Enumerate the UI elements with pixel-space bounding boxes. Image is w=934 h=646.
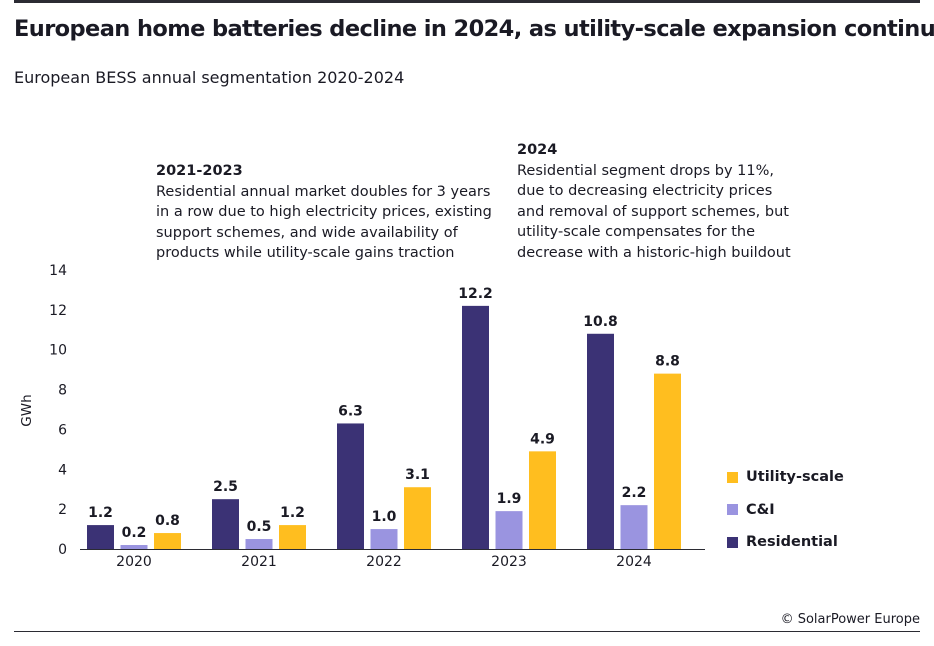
- data-label: 1.0: [372, 509, 397, 525]
- bar-residential-2024: [587, 333, 614, 549]
- data-label: 0.5: [247, 519, 272, 535]
- source-credit: © SolarPower Europe: [780, 612, 920, 627]
- bottom-rule: [14, 631, 920, 632]
- bar-utility-scale-2022: [404, 487, 431, 549]
- legend-label: C&I: [746, 501, 775, 518]
- legend-item-ci: C&I: [727, 502, 844, 518]
- legend-swatch: [727, 471, 738, 483]
- data-label: 3.1: [405, 467, 430, 483]
- bar-residential-2023: [462, 305, 489, 549]
- legend-item-utility-scale: Utility-scale: [727, 469, 844, 485]
- data-label: 12.2: [458, 286, 493, 302]
- data-label: 4.9: [530, 431, 555, 447]
- y-tick-label: 2: [58, 502, 67, 518]
- bar-utility-scale-2020: [154, 533, 181, 549]
- bar-residential-2022: [337, 423, 364, 549]
- y-tick-label: 6: [58, 422, 67, 438]
- legend-swatch: [727, 504, 738, 515]
- data-label: 2.2: [622, 485, 647, 501]
- data-label: 10.8: [583, 314, 618, 330]
- bar-c-i-2023: [495, 511, 523, 549]
- y-tick-label: 12: [49, 303, 67, 319]
- annotation-heading: 2021-2023: [156, 163, 243, 179]
- bar-utility-scale-2023: [529, 451, 556, 549]
- x-tick-label: 2023: [491, 554, 527, 570]
- x-tick-label: 2021: [241, 554, 277, 570]
- chart-title: European home batteries decline in 2024,…: [14, 16, 934, 42]
- annotation-text: Residential annual market doubles for 3 …: [156, 183, 492, 262]
- data-label: 0.2: [122, 525, 147, 541]
- data-label: 1.9: [497, 491, 522, 507]
- annotation-2024: 2024 Residential segment drops by 11%, d…: [517, 140, 807, 263]
- bar-c-i-2022: [370, 529, 398, 549]
- y-tick-label: 14: [49, 263, 67, 279]
- bar-residential-2021: [212, 499, 239, 549]
- legend-item-residential: Residential: [727, 534, 844, 550]
- annotation-text: Residential segment drops by 11%, due to…: [517, 162, 791, 261]
- top-rule: [14, 0, 920, 3]
- bar-residential-2020: [87, 525, 114, 549]
- data-label: 2.5: [213, 479, 238, 495]
- y-tick-label: 0: [58, 542, 67, 558]
- y-tick-label: 4: [58, 462, 67, 478]
- data-label: 1.2: [88, 505, 113, 521]
- data-label: 1.2: [280, 505, 305, 521]
- x-tick-label: 2024: [616, 554, 652, 570]
- x-tick-label: 2020: [116, 554, 152, 570]
- legend-label: Residential: [746, 534, 838, 550]
- y-tick-label: 10: [49, 343, 67, 359]
- bar-c-i-2020: [120, 545, 148, 549]
- bar-utility-scale-2021: [279, 525, 306, 549]
- legend-swatch: [727, 536, 738, 548]
- y-axis-label: GWh: [19, 394, 35, 426]
- data-label: 8.8: [655, 354, 680, 370]
- chart-subtitle: European BESS annual segmentation 2020-2…: [14, 68, 405, 87]
- x-tick-label: 2022: [366, 554, 402, 570]
- y-tick-label: 8: [58, 383, 67, 399]
- data-label: 0.8: [155, 513, 180, 529]
- data-label: 6.3: [338, 403, 363, 419]
- legend: Utility-scale C&I Residential: [727, 469, 844, 567]
- annotation-heading: 2024: [517, 142, 558, 158]
- bar-utility-scale-2024: [654, 373, 681, 549]
- bar-c-i-2021: [245, 539, 273, 549]
- annotation-2021-2023: 2021-2023 Residential annual market doub…: [156, 161, 496, 264]
- bar-c-i-2024: [620, 505, 648, 549]
- legend-label: Utility-scale: [746, 469, 844, 485]
